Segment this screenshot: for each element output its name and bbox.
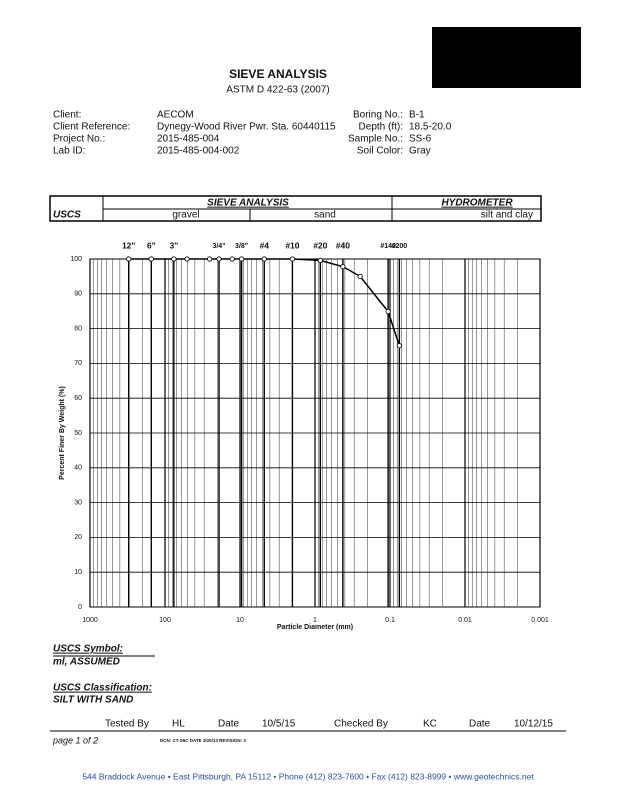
info-value: SS-6 [409,134,432,145]
uscs-class-label: USCS Classification: [53,683,152,694]
data-point [261,256,267,262]
sig-value: 10/12/15 [514,719,553,730]
data-point [340,264,346,270]
y-tick-label: 70 [74,360,82,367]
x-tick-label: 0.01 [458,617,472,624]
sieve-label: 3" [169,240,178,250]
x-tick-label: 0.001 [531,617,549,624]
data-point [238,256,245,262]
x-tick-label: 0.1 [385,617,395,624]
info-value: Dynegy-Wood River Pwr. Sta. 60440115 [157,122,336,133]
table-head: SIEVE ANALYSIS [207,198,289,209]
info-label: Boring No.: [353,110,403,121]
y-tick-label: 60 [74,395,82,402]
info-value: 2015-485-004-002 [157,146,240,157]
subtitle: ASTM D 422-63 (2007) [226,85,329,96]
title: SIEVE ANALYSIS [229,67,327,81]
sieve-label: 12" [122,240,136,250]
sieve-label: 3/4" [212,243,225,250]
x-tick-label: 1 [313,617,317,624]
y-tick-label: 100 [70,256,82,263]
data-point [385,308,391,315]
table-cell: sand [314,210,336,221]
x-axis-label: Particle Diameter (mm) [277,624,353,631]
info-value: AECOM [157,110,194,121]
sieve-label: #200 [392,243,408,250]
sig-label: Date [469,719,491,730]
data-point [357,273,363,279]
info-value: 18.5-20.0 [409,122,452,133]
info-label: Client Reference: [53,122,130,133]
page-number: page 1 of 2 [52,735,98,745]
info-value: 2015-485-004 [157,134,220,145]
data-point [229,256,235,262]
table-cell: USCS [53,210,81,221]
y-tick-label: 20 [74,534,82,541]
footer: 544 Braddock Avenue • East Pittsburgh, P… [82,771,534,781]
y-tick-label: 80 [74,325,82,332]
data-point [148,256,154,262]
y-tick-label: 90 [74,291,82,298]
redaction [432,27,581,88]
x-tick-label: 10 [236,617,244,624]
sieve-label: #40 [336,240,350,250]
sig-label: Checked By [334,719,388,730]
y-tick-label: 10 [74,569,82,576]
data-point [216,256,222,262]
info-label: Project No.: [53,134,105,145]
data-point [207,256,213,262]
x-tick-label: 1000 [82,617,98,624]
uscs-class: SILT WITH SAND [53,695,133,706]
data-point [396,343,402,349]
info-label: Client: [53,110,81,121]
sig-label: Tested By [105,719,149,730]
y-tick-label: 0 [78,604,82,611]
sieve-label: #10 [285,240,299,250]
uscs-symbol: ml, ASSUMED [53,657,120,668]
sig-label: Date [218,719,240,730]
info-label: Soil Color: [357,146,403,157]
sig-value: 10/5/15 [262,719,296,730]
data-point [317,257,323,263]
sieve-label: 3/8" [235,243,248,250]
sig-value: KC [423,719,437,730]
info-value: Gray [409,146,431,157]
sieve-label: 6" [147,240,156,250]
y-tick-label: 50 [74,430,82,437]
y-tick-label: 40 [74,465,82,472]
data-point [171,256,177,262]
uscs-symbol-label: USCS Symbol: [53,644,123,655]
y-tick-label: 30 [74,499,82,506]
sieve-label: #4 [260,240,270,250]
table-cell: gravel [172,210,199,221]
y-axis-label: Percent Finer By Weight (%) [59,386,66,480]
sig-value: HL [172,719,185,730]
sieve-label: #20 [313,240,327,250]
table-cell: silt and clay [481,210,533,221]
data-point [184,256,190,262]
dcn: DCN: CT-S5C DATE 3/20/13 REVISION: 3 [160,738,246,743]
info-label: Lab ID: [53,146,85,157]
sieve-label: #140 [380,243,396,250]
info-label: Sample No.: [348,134,403,145]
info-value: B-1 [409,110,425,121]
data-point [289,256,296,262]
table-head: HYDROMETER [441,198,513,209]
data-point [126,256,132,262]
info-label: Depth (ft): [359,122,403,133]
x-tick-label: 100 [159,617,171,624]
